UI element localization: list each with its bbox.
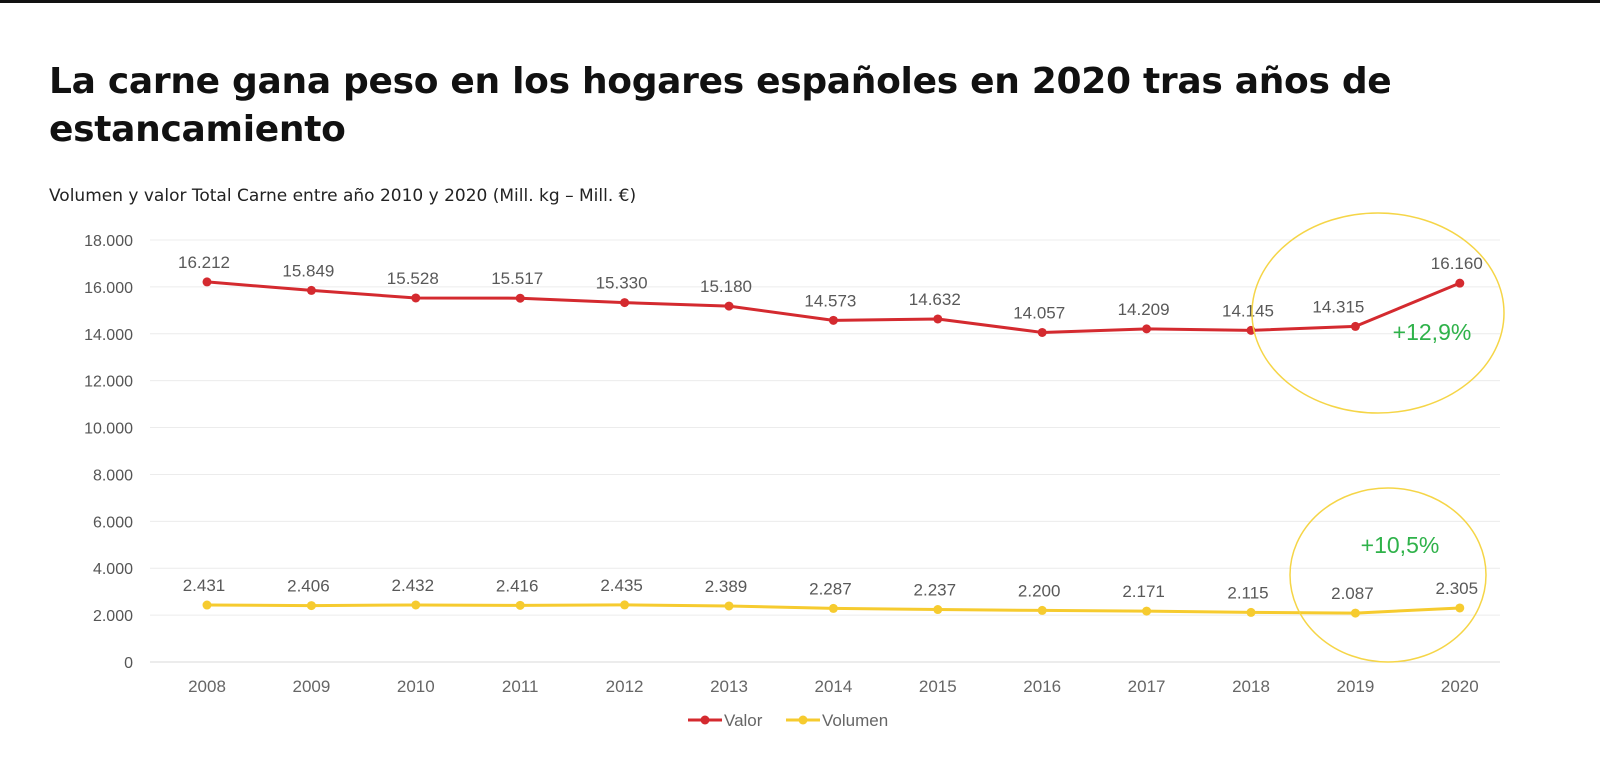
- y-tick-label: 2.000: [93, 608, 133, 625]
- data-label: 2.305: [1436, 579, 1479, 598]
- y-tick-label: 6.000: [93, 514, 133, 531]
- data-label: 14.573: [804, 291, 856, 310]
- legend-marker-volumen: [798, 715, 808, 725]
- y-tick-label: 4.000: [93, 561, 133, 578]
- data-label: 14.315: [1312, 297, 1364, 316]
- data-label: 2.432: [392, 576, 435, 595]
- x-tick-label: 2012: [606, 677, 644, 696]
- data-label: 14.632: [909, 290, 961, 309]
- data-label: 2.389: [705, 577, 748, 596]
- data-point-valor: [202, 277, 212, 287]
- data-point-volumen: [620, 600, 630, 610]
- data-point-volumen: [1142, 606, 1152, 616]
- x-tick-label: 2020: [1441, 677, 1479, 696]
- data-point-volumen: [828, 603, 838, 613]
- data-point-valor: [828, 315, 838, 325]
- data-label: 15.849: [282, 261, 334, 280]
- data-label: 2.200: [1018, 581, 1061, 600]
- x-tick-label: 2017: [1128, 677, 1166, 696]
- data-label: 15.517: [491, 269, 543, 288]
- x-tick-label: 2008: [188, 677, 226, 696]
- data-label: 2.237: [914, 581, 957, 600]
- x-tick-label: 2016: [1023, 677, 1061, 696]
- data-point-volumen: [1455, 603, 1465, 613]
- legend-marker-valor: [700, 715, 710, 725]
- x-tick-label: 2011: [502, 677, 539, 696]
- data-point-valor: [515, 293, 525, 303]
- data-point-valor: [1142, 324, 1152, 334]
- data-point-valor: [1455, 278, 1465, 288]
- data-label: 15.180: [700, 277, 752, 296]
- top-rule: [0, 0, 1600, 3]
- data-label: 2.115: [1227, 583, 1268, 602]
- data-point-valor: [1350, 321, 1360, 331]
- data-label: 15.528: [387, 269, 439, 288]
- highlight-ellipse-volumen: [1289, 487, 1487, 663]
- data-label: 2.431: [183, 576, 226, 595]
- data-point-valor: [306, 285, 316, 295]
- data-label: 2.287: [809, 579, 852, 598]
- legend-label-volumen: Volumen: [822, 711, 888, 730]
- x-tick-label: 2019: [1336, 677, 1374, 696]
- chart-headline: La carne gana peso en los hogares españo…: [49, 61, 1392, 150]
- data-label: 2.416: [496, 576, 539, 595]
- data-label: 2.435: [600, 576, 643, 595]
- y-tick-label: 18.000: [84, 233, 133, 250]
- data-point-volumen: [1350, 608, 1360, 618]
- y-tick-label: 8.000: [93, 467, 133, 484]
- y-tick-label: 14.000: [84, 327, 133, 344]
- legend-label-valor: Valor: [724, 711, 763, 730]
- data-point-volumen: [724, 601, 734, 611]
- data-point-volumen: [1246, 607, 1256, 617]
- data-point-valor: [933, 314, 943, 324]
- data-label: 2.171: [1122, 582, 1165, 601]
- data-point-valor: [620, 298, 630, 308]
- data-point-valor: [411, 293, 421, 303]
- y-tick-label: 12.000: [84, 374, 133, 391]
- data-point-volumen: [515, 600, 525, 610]
- data-label: 14.057: [1013, 303, 1065, 322]
- y-tick-label: 0: [124, 655, 133, 672]
- data-label: 2.406: [287, 577, 330, 596]
- annotation-volumen-change: +10,5%: [1361, 532, 1440, 558]
- data-label: 14.209: [1118, 300, 1170, 319]
- data-label: 2.087: [1331, 584, 1374, 603]
- annotation-valor-change: +12,9%: [1393, 319, 1472, 345]
- x-tick-label: 2009: [292, 677, 330, 696]
- data-point-volumen: [202, 600, 212, 610]
- data-label: 15.330: [596, 274, 648, 293]
- data-point-valor: [724, 301, 734, 311]
- x-tick-label: 2010: [397, 677, 435, 696]
- data-label: 16.212: [178, 253, 230, 272]
- data-label: 16.160: [1431, 254, 1483, 273]
- chart-subtitle: Volumen y valor Total Carne entre año 20…: [49, 186, 637, 206]
- x-tick-label: 2018: [1232, 677, 1270, 696]
- data-label: 14.145: [1222, 301, 1274, 320]
- y-tick-label: 16.000: [84, 280, 133, 297]
- x-tick-label: 2014: [814, 677, 852, 696]
- y-tick-label: 10.000: [84, 421, 133, 438]
- x-tick-label: 2013: [710, 677, 748, 696]
- data-point-valor: [1037, 327, 1047, 337]
- x-tick-label: 2015: [919, 677, 957, 696]
- data-point-volumen: [933, 605, 943, 615]
- highlight-ellipse-valor: [1251, 212, 1505, 414]
- data-point-volumen: [306, 601, 316, 611]
- data-point-volumen: [1037, 605, 1047, 615]
- data-point-volumen: [411, 600, 421, 610]
